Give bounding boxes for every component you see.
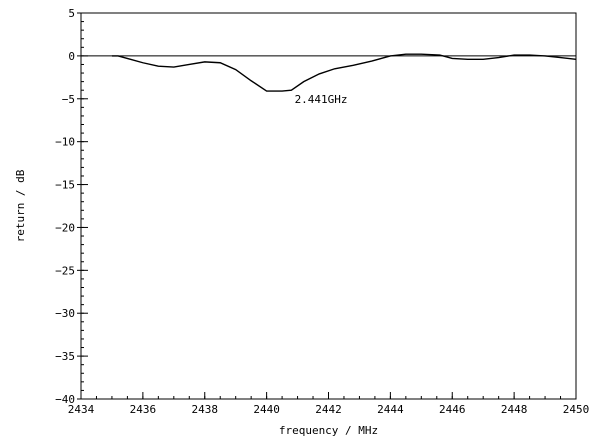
y-axis-title: return / dB	[14, 169, 27, 242]
y-tick-label: −35	[55, 350, 75, 363]
y-tick-label: −40	[55, 393, 75, 406]
x-tick-labels: 2434 2436 2438 2440 2442 2444 2446 2448 2450	[68, 403, 590, 416]
annotation-label: 2.441GHz	[295, 93, 348, 106]
y-tick-label: −10	[55, 136, 75, 149]
x-tick-label: 2450	[563, 403, 590, 416]
y-tick-label: −25	[55, 264, 75, 277]
annotation-layer: 2.441GHz	[295, 93, 348, 106]
y-tick-labels: 5 0 −5 −10 −15 −20 −25 −30 −35 −40	[55, 7, 75, 406]
plot-frame	[80, 12, 577, 400]
y-tick-label: 0	[68, 50, 75, 63]
x-tick-label: 2436	[130, 403, 157, 416]
x-axis-title: frequency / MHz	[279, 424, 378, 437]
y-tick-label: −15	[55, 179, 75, 192]
x-tick-label: 2434	[68, 403, 95, 416]
x-tick-label: 2444	[377, 403, 404, 416]
y-tick-label: −20	[55, 221, 75, 234]
y-tick-label: −5	[62, 93, 75, 106]
x-tick-label: 2448	[501, 403, 528, 416]
x-tick-label: 2440	[253, 403, 280, 416]
x-tick-label: 2438	[192, 403, 219, 416]
x-tick-label: 2442	[315, 403, 342, 416]
x-tick-label: 2446	[439, 403, 466, 416]
y-tick-label: 5	[68, 7, 75, 20]
series-line-return-loss	[111, 53, 577, 92]
y-tick-label: −30	[55, 307, 75, 320]
